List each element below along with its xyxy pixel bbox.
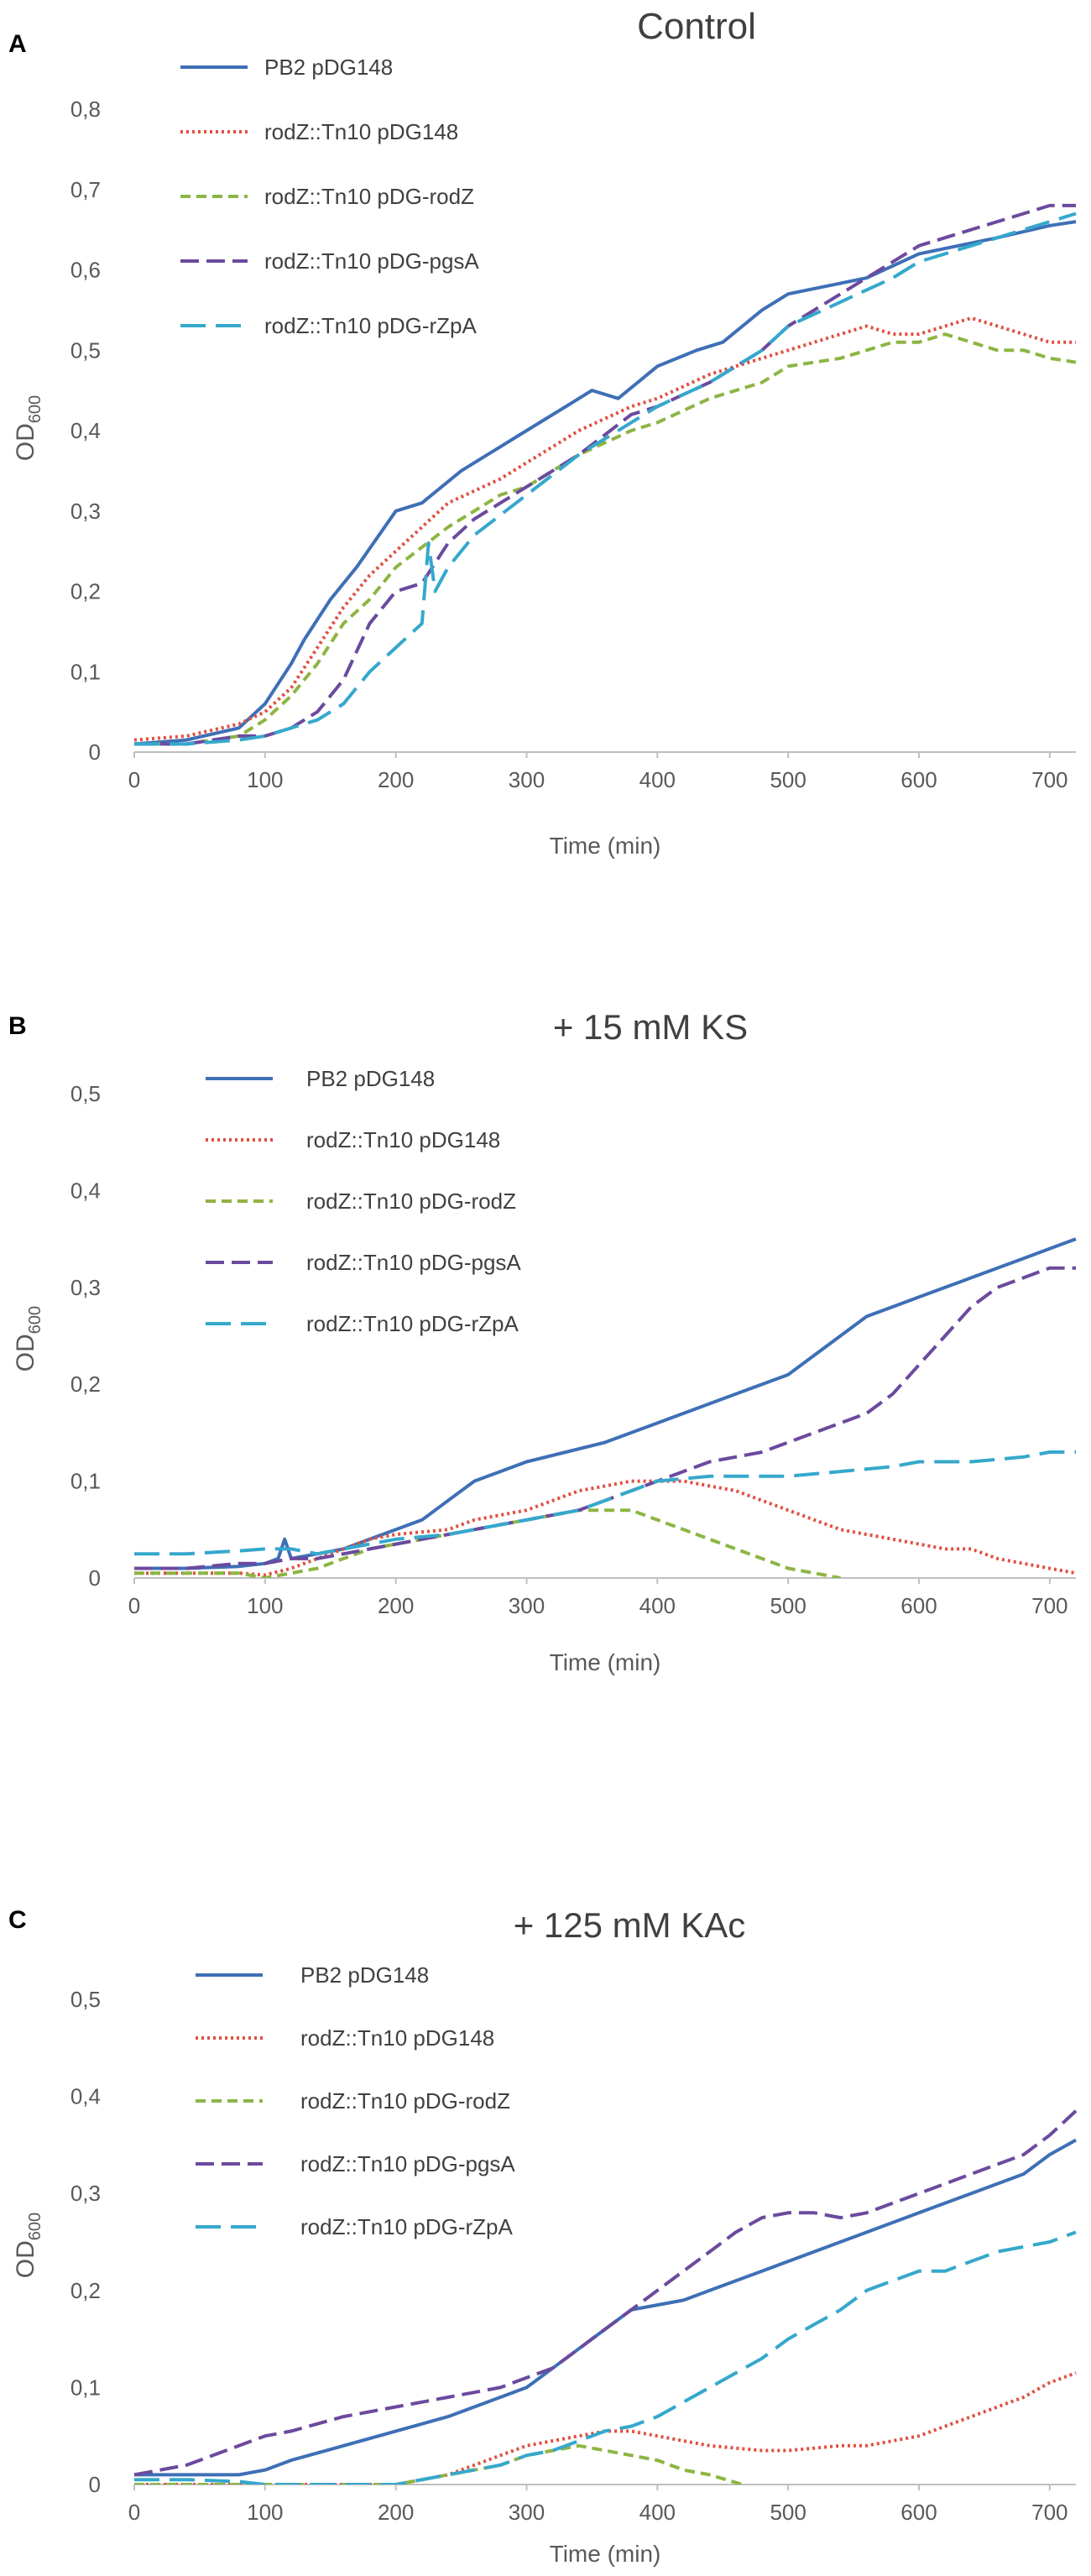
x-tick-label: 700 [1031,767,1068,792]
y-tick-label: 0,3 [70,2181,101,2206]
legend-label: rodZ::Tn10 pDG-rZpA [300,2214,514,2239]
series-line-5 [134,212,1077,746]
legend-label: rodZ::Tn10 pDG-pgsA [300,2151,515,2176]
x-tick-label: 200 [378,2500,414,2525]
x-tick-label: 400 [639,767,676,792]
x-tick-label: 200 [378,1593,414,1618]
y-tick-label: 0,6 [70,258,101,283]
legend-label: rodZ::Tn10 pDG-rodZ [264,184,474,209]
chart-panel-c: C + 125 mM KAc 0 100 200 300 400 500 600 700 0 0,1 0… [8,1905,1078,2567]
x-axis-label: Time (min) [550,2541,661,2567]
y-tick-label: 0,5 [70,1081,101,1106]
x-tick-label: 100 [247,2500,283,2525]
legend-label: rodZ::Tn10 pDG-pgsA [306,1250,521,1275]
x-tick-label: 0 [128,767,140,792]
y-tick-label: 0,1 [70,2375,101,2400]
y-tick-label: 0,5 [70,1987,101,2012]
legend-label: rodZ::Tn10 pDG148 [306,1127,500,1152]
series-line-2 [134,1479,1077,1577]
chart-panel-b: B + 15 mM KS 0 100 200 300 400 500 600 700 0 0,1 0,2… [8,1007,1077,1675]
legend-label: PB2 pDG148 [264,55,393,80]
x-tick-label: 700 [1031,1593,1068,1618]
x-tick-label: 600 [900,2500,937,2525]
x-tick-label: 0 [128,2500,140,2525]
y-tick-label: 0,5 [70,337,101,363]
series-line-1 [134,1237,1077,1570]
panel-letter: A [8,30,27,58]
chart-panel-a: A Control 0 100 200 300 400 500 600 700 0 0,1 0,2 0,3… [8,6,1077,859]
x-tick-label: 400 [639,1593,676,1618]
y-tick-label: 0,4 [70,1178,101,1203]
y-tick-label: 0,4 [70,418,101,443]
legend-label: rodZ::Tn10 pDG-rodZ [306,1189,516,1214]
x-tick-label: 600 [900,1593,937,1618]
y-tick-label: 0,2 [70,579,101,604]
y-axis-label: OD600 [12,1306,44,1372]
panel-letter: C [8,1906,27,1934]
x-axis-label: Time (min) [550,833,661,859]
y-tick-label: 0,1 [70,1469,101,1494]
x-tick-label: 100 [247,767,283,792]
series-line-1 [134,2138,1077,2477]
legend-label: PB2 pDG148 [306,1066,435,1091]
x-tick-label: 300 [509,767,545,792]
x-tick-label: 500 [770,767,806,792]
y-tick-label: 0 [89,739,101,765]
series-line-2 [134,2371,1077,2485]
series-line-4 [133,2109,1078,2477]
x-tick-label: 300 [509,2500,545,2525]
x-axis-label: Time (min) [550,1649,661,1675]
series-line-5 [134,2230,1077,2485]
x-tick-label: 200 [378,767,414,792]
x-tick-label: 500 [770,1593,806,1618]
panel-letter: B [8,1012,27,1040]
x-tick-label: 400 [639,2500,676,2525]
chart-title: Control [637,6,756,47]
x-tick-label: 600 [900,767,937,792]
series-line-5 [134,1450,1076,1556]
x-tick-label: 700 [1031,2500,1068,2525]
y-tick-label: 0 [89,1565,101,1591]
legend-label: rodZ::Tn10 pDG-rZpA [306,1311,519,1336]
legend-label: rodZ::Tn10 pDG148 [264,119,458,144]
legend-label: rodZ::Tn10 pDG-rodZ [300,2088,510,2114]
y-tick-label: 0,1 [70,659,101,684]
series-line-4 [134,203,1076,746]
legend-label: rodZ::Tn10 pDG-rZpA [264,313,478,338]
series-line-2 [133,316,1076,742]
chart-title: + 125 mM KAc [514,1905,746,1945]
y-axis-label: OD600 [12,2213,44,2278]
x-tick-label: 300 [509,1593,545,1618]
legend-label: rodZ::Tn10 pDG148 [300,2025,494,2051]
x-tick-label: 500 [770,2500,806,2525]
series-line-1 [133,220,1077,746]
y-tick-label: 0 [89,2472,101,2497]
y-tick-label: 0,2 [70,2278,101,2303]
legend-label: PB2 pDG148 [300,1962,429,1988]
chart-title: + 15 mM KS [553,1007,748,1047]
y-axis-label: OD600 [12,395,44,461]
x-tick-label: 100 [247,1593,283,1618]
legend-label: rodZ::Tn10 pDG-pgsA [264,248,479,274]
y-tick-label: 0,7 [70,177,101,202]
y-tick-label: 0,3 [70,1275,101,1300]
series-line-3 [134,332,1077,746]
y-tick-label: 0,3 [70,499,101,524]
y-tick-label: 0,4 [70,2084,101,2109]
y-tick-label: 0,2 [70,1372,101,1397]
x-tick-label: 0 [128,1593,140,1618]
series-line-3 [134,2443,744,2485]
y-tick-label: 0,8 [70,97,101,122]
series-line-4 [134,1266,1076,1570]
